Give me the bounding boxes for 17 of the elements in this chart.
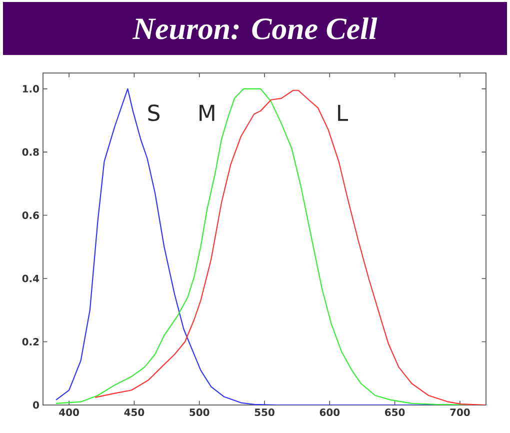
y-tick-label: 0.6 — [22, 212, 39, 220]
y-tick-label: 0.2 — [22, 338, 39, 346]
y-tick-label: 1.0 — [22, 85, 40, 93]
series-label: M — [200, 104, 214, 121]
y-tick-label: 0 — [33, 401, 39, 409]
series-label: S — [148, 104, 160, 122]
chart-title: Neuron: Cone Cell — [132, 18, 378, 40]
x-tick-label: 450 — [124, 408, 144, 416]
x-tick-label: 700 — [450, 408, 470, 416]
y-tick-label: 0.4 — [22, 274, 40, 282]
x-tick-label: 550 — [254, 408, 274, 416]
series-label: L — [338, 104, 348, 121]
y-tick-label: 0.8 — [22, 148, 39, 156]
x-tick-label: 600 — [320, 408, 340, 416]
x-tick-label: 400 — [59, 408, 79, 416]
x-tick-label: 650 — [385, 408, 405, 416]
x-tick-label: 500 — [190, 408, 210, 416]
